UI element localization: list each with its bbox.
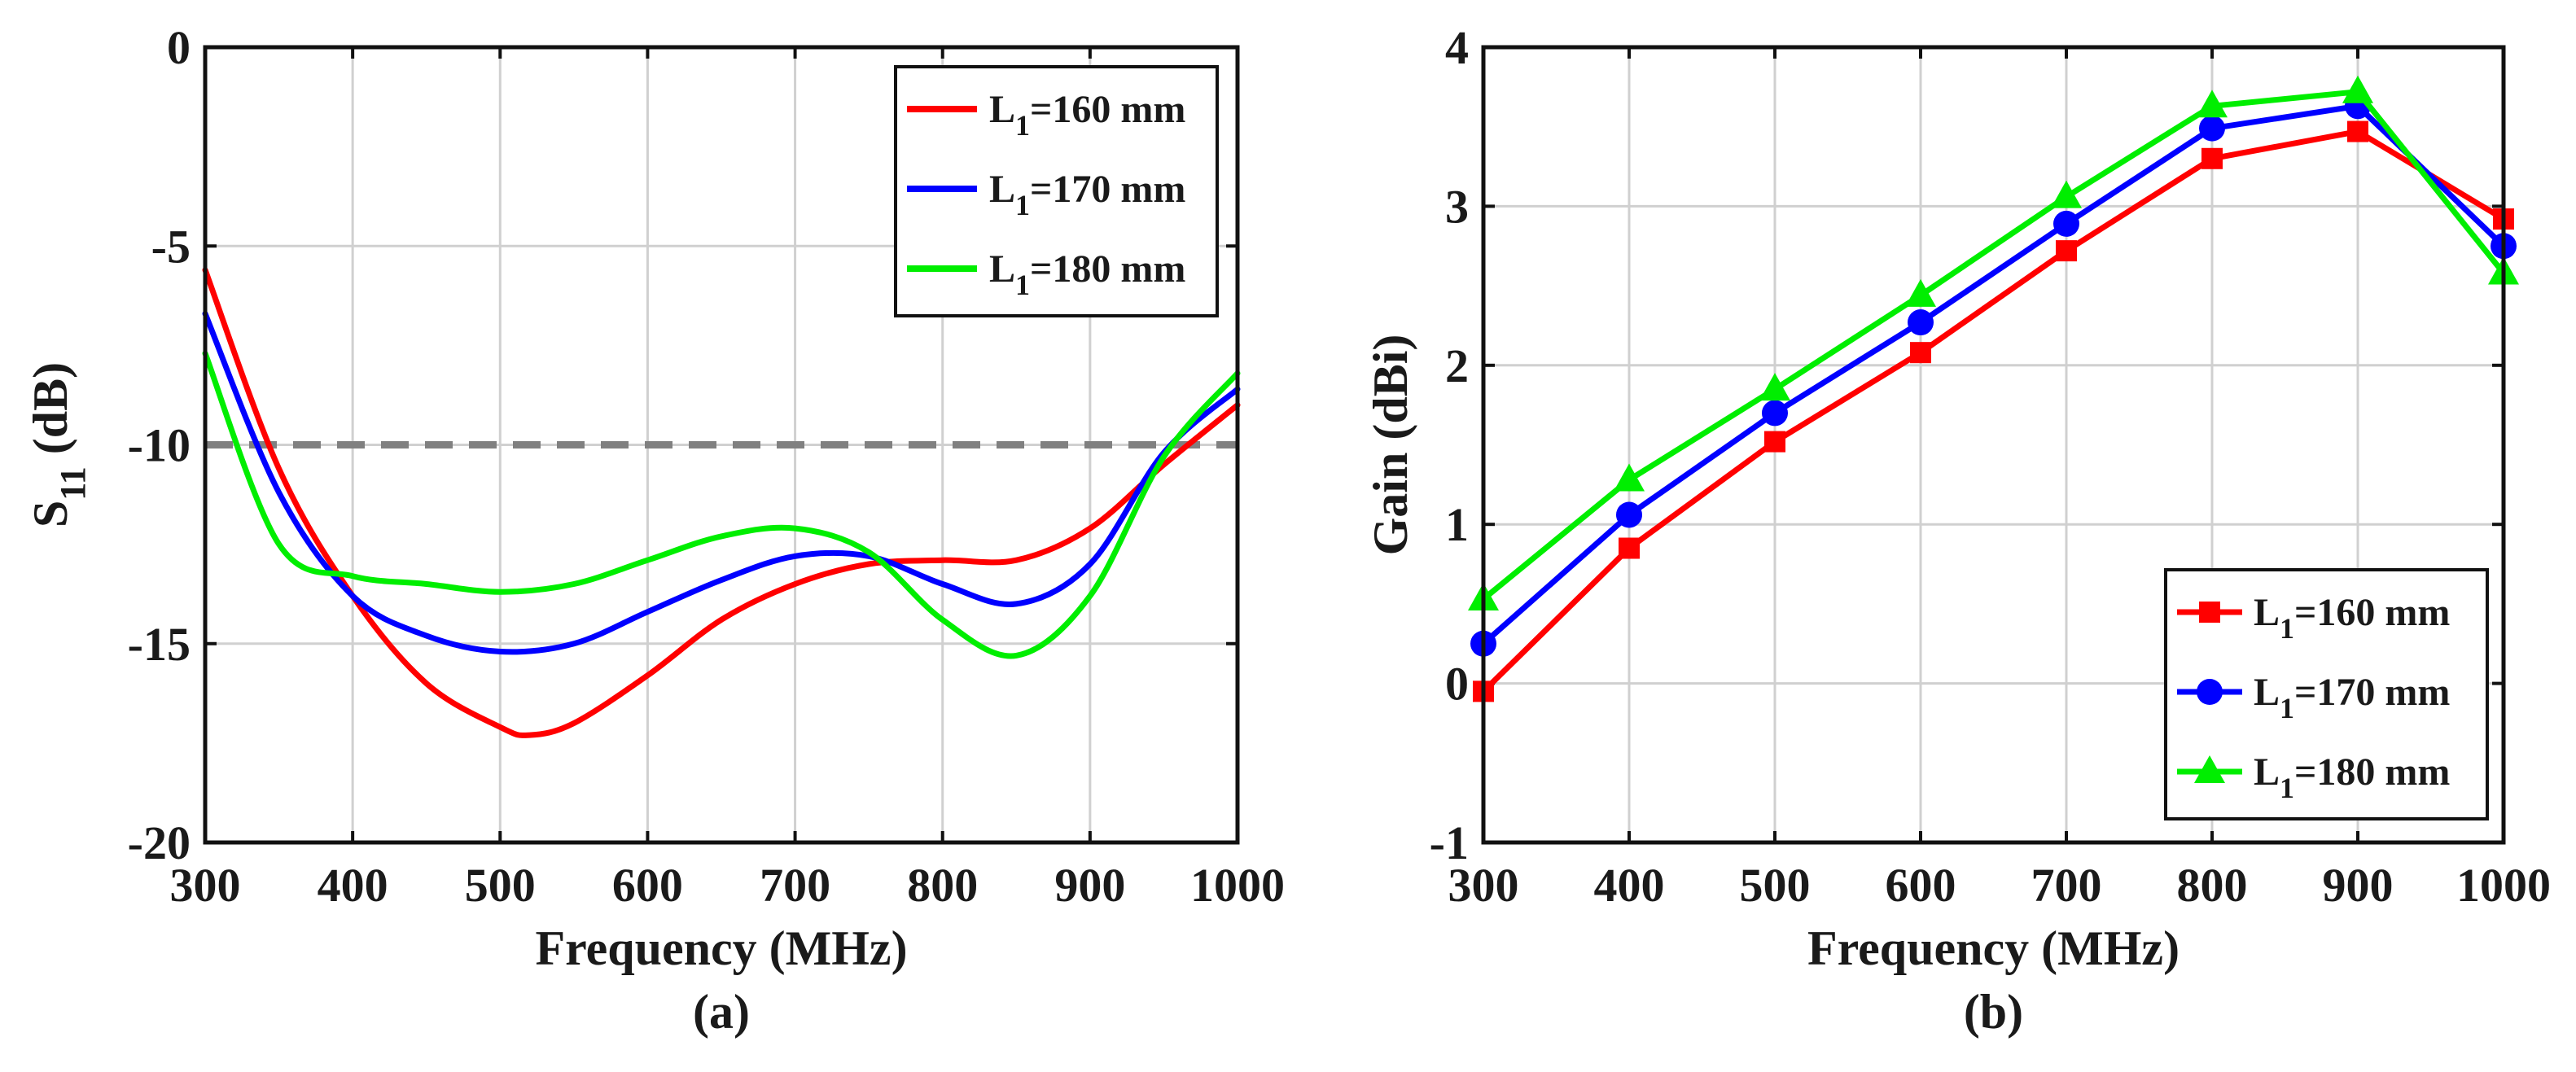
series-1-point [2201, 147, 2223, 169]
chart-b-gain: 300 400 500 600 700 800 900 1000 -1 0 1 2 3 4 Frequenc… [1364, 21, 2551, 1039]
legend-label-main: L [2254, 750, 2280, 794]
series-3-point [2342, 75, 2373, 103]
legend-label-sub: 1 [1015, 189, 1030, 221]
legend-label-main: L [989, 168, 1015, 211]
x-tick-label: 400 [1594, 859, 1665, 912]
x-tick-label: 1000 [2456, 859, 2551, 912]
series-line-1 [1481, 129, 2505, 694]
series-line-3 [202, 350, 1241, 659]
legend-label-main: L [989, 88, 1015, 131]
series-1-point [2347, 120, 2368, 142]
series-2-point [1908, 309, 1934, 336]
y-tick-label: -1 [1430, 816, 1469, 869]
x-axis-label: Frequency (MHz) [1807, 921, 2180, 975]
series-1-point [2056, 240, 2077, 262]
x-tick-label: 1000 [1190, 859, 1285, 912]
legend-label: L1=180 mm [989, 247, 1185, 301]
y-axis-label-unit: (dB) [24, 362, 77, 466]
series-3-point [1905, 278, 1936, 307]
legend-label: L1=180 mm [2254, 750, 2450, 804]
legend-label-sub: 1 [1015, 109, 1030, 142]
y-tick-label: 2 [1445, 339, 1469, 392]
legend-label: L1=160 mm [2254, 591, 2450, 645]
x-tick-label: 900 [2323, 859, 2394, 912]
x-tick-label: 800 [907, 859, 978, 912]
legend-label-sub: 1 [1015, 269, 1030, 301]
plot-frame [1481, 45, 2506, 845]
x-tick-label: 400 [318, 859, 388, 912]
y-tick-label: 4 [1445, 21, 1469, 74]
panel-label: (b) [1964, 985, 2023, 1039]
x-tick-label: 600 [612, 859, 683, 912]
chart-a-s11: 300 400 500 600 700 800 900 1000 0 -5 -10 -15 -20 Fre… [24, 21, 1285, 1039]
x-tick-label: 700 [760, 859, 830, 912]
series-line-3 [1481, 89, 2506, 602]
series-3-point [1759, 373, 1790, 401]
legend-label-sub: 1 [2280, 612, 2294, 645]
legend-label-main: L [989, 247, 1015, 291]
legend-marker-1 [2199, 602, 2220, 623]
legend-label-rest: =170 mm [2294, 671, 2450, 714]
y-tick-label: 0 [1445, 658, 1469, 711]
y-tick-label: -10 [128, 419, 191, 472]
legend-label-rest: =180 mm [2294, 750, 2450, 794]
series-3-point [2051, 180, 2082, 208]
x-tick-label: 500 [1740, 859, 1811, 912]
series-3-point [2197, 90, 2228, 118]
legend-label-rest: =180 mm [1030, 247, 1185, 291]
series-1-point [1619, 537, 1640, 559]
legend-label-rest: =160 mm [2294, 591, 2450, 634]
legend-label: L1=170 mm [989, 168, 1185, 221]
legend-label-sub: 1 [2280, 772, 2294, 804]
legend-label-main: L [2254, 671, 2280, 714]
series-2-point [1762, 400, 1788, 427]
legend-label-rest: =170 mm [1030, 168, 1185, 211]
plot-frame [203, 45, 1240, 845]
x-tick-label: 800 [2177, 859, 2248, 912]
y-tick-label: -15 [128, 618, 191, 671]
legend-label-main: L [2254, 591, 2280, 634]
y-axis-label-main: S [24, 501, 77, 527]
y-tick-label: 1 [1445, 498, 1469, 551]
x-tick-label: 500 [465, 859, 536, 912]
series-2-point [2199, 115, 2225, 142]
series-line-2 [1481, 103, 2506, 646]
y-tick-label: -5 [151, 220, 191, 273]
x-tick-label: 600 [1886, 859, 1956, 912]
series-2-point [2053, 210, 2079, 237]
panel-label: (a) [693, 985, 750, 1039]
legend-label: L1=170 mm [2254, 671, 2450, 724]
x-tick-label: 900 [1054, 859, 1125, 912]
x-tick-label: 700 [2031, 859, 2102, 912]
legend-label-rest: =160 mm [1030, 88, 1185, 131]
x-tick-label: 300 [170, 859, 241, 912]
y-tick-label: 0 [167, 21, 191, 74]
y-axis-label: Gain (dBi) [1364, 335, 1417, 556]
legend-label: L1=160 mm [989, 88, 1185, 142]
series-1-point [1764, 431, 1785, 453]
x-tick-label: 300 [1448, 859, 1519, 912]
x-axis-label: Frequency (MHz) [535, 921, 907, 975]
series-line-2 [202, 310, 1241, 655]
legend-label-sub: 1 [2280, 692, 2294, 724]
y-axis-label: S11 (dB) [24, 362, 93, 527]
series-3-point [1614, 463, 1645, 492]
series-2-point [1616, 501, 1642, 528]
series-1-point [1910, 342, 1931, 364]
y-tick-label: 3 [1445, 180, 1469, 233]
y-tick-label: -20 [128, 816, 191, 869]
y-axis-label-sub: 11 [53, 466, 93, 501]
legend-marker-3 [2194, 755, 2225, 783]
legend-marker-2 [2197, 679, 2223, 705]
